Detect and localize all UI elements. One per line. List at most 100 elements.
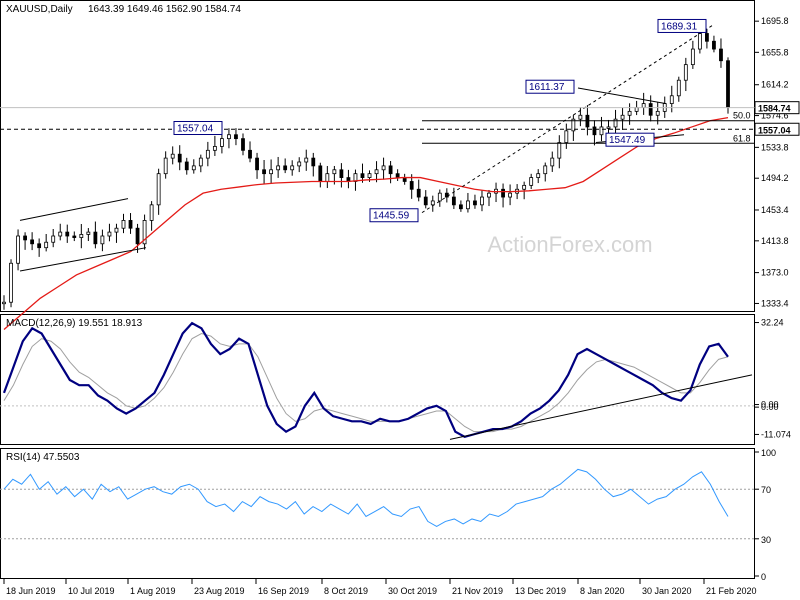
y-tick-label: 1494.2 [761,173,789,183]
rsi-title: RSI(14) 47.5503 [6,452,80,463]
price-annotation: 1445.59 [373,211,410,222]
candle-body [508,192,512,198]
candle-body [683,64,688,81]
macd-tick-label: 0.00 [761,400,779,410]
price-annotation: 1547.49 [609,135,646,146]
candle-body [184,161,189,171]
candle-body [719,48,723,62]
x-tick-label: 23 Aug 2019 [194,586,245,596]
x-tick-label: 10 Jul 2019 [68,586,115,596]
candle-body [437,192,442,202]
candle-body [599,126,604,136]
x-tick-label: 16 Sep 2019 [258,586,309,596]
candle-body [466,200,470,210]
x-tick-label: 8 Oct 2019 [324,586,368,596]
macd-tick-label: 0.00 [761,402,779,412]
price-panel-frame [0,0,755,312]
candle-body [23,235,27,241]
candle-body [697,33,702,50]
y-tick-label: 1373.0 [761,268,789,278]
macd-trendline [449,374,753,440]
current-price-tag: 1584.74 [758,104,791,114]
candle-body [297,161,302,167]
price-annotation-box [173,121,223,136]
candle-body [212,146,217,151]
rsi-tick-label: 0 [761,572,766,582]
candle-body [712,40,716,50]
price-annotation-box [369,208,419,223]
candle-body [234,134,238,140]
candle-body [578,114,583,120]
candle-body [592,126,597,136]
candle-body [30,239,35,245]
candle-body [100,235,105,245]
candle-body [163,157,168,175]
candle-body [669,95,674,104]
price-annotation-box [525,79,575,94]
axis-layer: 1695.8 1655.8 1614.2 1574.6 1533.8 1494.2 1453… [3,16,800,596]
candle-body [613,118,618,128]
candle-body [360,173,365,178]
macd-layer [0,321,755,440]
x-tick-label: 30 Jan 2020 [642,586,692,596]
candle-body [606,126,611,129]
price-layer: 1689.31 1611.37 1557.04 1547.49 1445.59 50.0 6… [0,18,755,330]
level-price-tag-box [754,122,800,136]
candle-body [487,192,491,198]
candle-body [156,173,161,206]
ohlc-header: 1643.39 1649.46 1562.90 1584.74 [88,4,241,15]
x-tick-label: 1 Aug 2019 [130,586,176,596]
candle-body [648,103,653,116]
candle-body [262,169,266,175]
candle-body [114,227,119,233]
candle-body [283,165,288,171]
candle-body [501,188,505,198]
candle-body [16,235,20,264]
candle-body [276,165,281,171]
x-tick-label: 21 Feb 2020 [706,586,757,596]
candle-body [620,114,625,120]
y-tick-label: 1413.8 [761,236,789,246]
dashed-trend-line [421,25,713,214]
candle-body [248,149,252,159]
candle-body [241,138,245,151]
rsi-line [3,468,729,527]
candle-body [655,110,660,116]
candle-body [37,243,42,249]
candle-body [325,173,330,182]
candle-body [2,301,6,305]
candle-body [304,157,309,163]
candle-body [690,48,695,66]
candle-body [149,204,154,221]
x-tick-label: 21 Nov 2019 [452,586,503,596]
price-annotation: 1689.31 [661,21,698,32]
candle-body [65,231,70,237]
candle-body [177,153,182,163]
channel-upper-line [19,198,129,221]
price-chart-title: XAUUSD,Daily [6,4,73,15]
candle-body [72,235,77,238]
x-tick-label: 30 Oct 2019 [388,586,437,596]
rsi-panel-frame [0,448,755,579]
current-price-tag-box [754,101,800,115]
candle-body [381,165,386,171]
rsi-tick-label: 30 [761,535,771,545]
candle-body [318,165,323,182]
candle-body [458,204,463,210]
candle-body [191,165,196,171]
candle-body [170,153,175,159]
price-annotation-box [657,18,707,33]
macd-panel-frame [0,314,755,445]
candle-body [473,200,477,206]
candle-body [142,220,147,245]
candle-body [705,33,709,42]
candle-body [255,157,259,171]
candle-body [430,200,435,206]
candle-body [676,79,681,97]
candle-body [423,196,428,206]
channel-lower-line [19,247,147,272]
candle-body [374,169,379,175]
moving-average-line [3,116,729,330]
x-tick-label: 18 Jun 2019 [6,586,56,596]
